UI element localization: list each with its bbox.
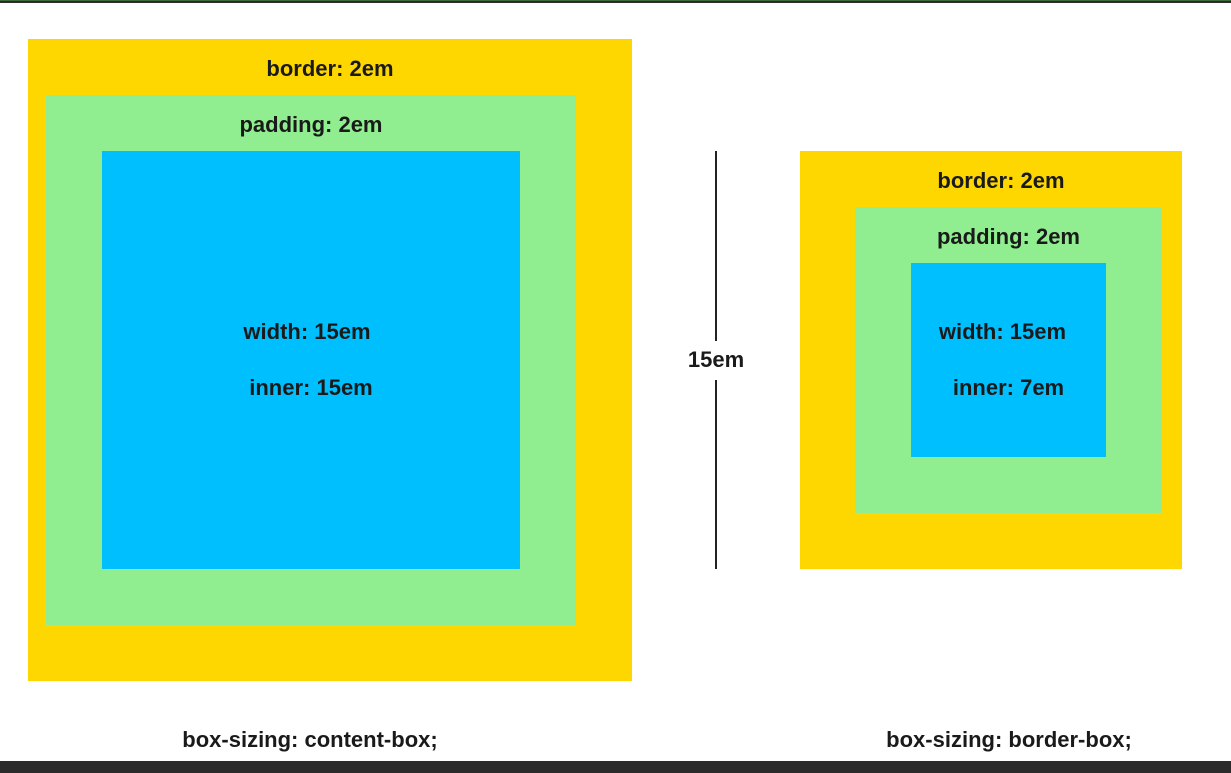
content-box-inner-label: inner: 15em (249, 375, 373, 400)
content-box-width-label: width: 15em (243, 319, 371, 344)
border-box-caption: box-sizing: border-box; (886, 727, 1132, 752)
measure-line-bottom (715, 380, 717, 569)
border-box-padding-label: padding: 2em (936, 224, 1080, 249)
border-box-border-label: border: 2em (937, 168, 1065, 193)
content-box-content-area (102, 151, 520, 569)
measure-label: 15em (687, 347, 745, 372)
bottom-edge-strip (0, 761, 1231, 773)
border-box-width-label: width: 15em (938, 319, 1067, 344)
border-box-inner-label: inner: 7em (952, 375, 1065, 400)
content-box-caption: box-sizing: content-box; (182, 727, 438, 752)
border-box-content-area (911, 263, 1106, 457)
measure-line-top (715, 151, 717, 341)
content-box-padding-label: padding: 2em (239, 112, 383, 137)
content-box-border-label: border: 2em (266, 56, 394, 81)
top-edge-strip (0, 0, 1231, 3)
